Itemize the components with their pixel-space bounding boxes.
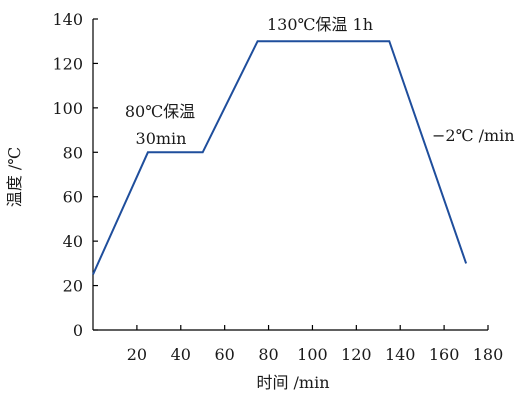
temperature-series-line (92, 40, 468, 275)
x-tick-label: 100 (297, 345, 328, 364)
series-group (92, 40, 468, 275)
x-tick-label: 180 (473, 345, 504, 364)
annotation-hold-130: 130℃保温 1h (267, 15, 373, 34)
annotation-hold-80-duration: 30min (136, 129, 187, 148)
y-tick-label: 80 (63, 143, 83, 162)
x-tick-label: 40 (171, 345, 191, 364)
y-tick-label: 0 (73, 321, 83, 340)
x-axis-title: 时间 /min (256, 373, 329, 392)
y-tick-label: 140 (52, 10, 83, 29)
x-tick-label: 160 (429, 345, 460, 364)
y-tick-label: 20 (63, 277, 83, 296)
tick-group: 0 20 40 60 80 100 120 140 20 40 60 80 100 120 140 160 18… (52, 10, 503, 364)
y-tick-label: 100 (52, 99, 83, 118)
annotation-hold-80: 80℃保温 (125, 102, 195, 121)
x-tick-label: 60 (214, 345, 234, 364)
y-tick-label: 60 (63, 188, 83, 207)
axes (92, 19, 488, 331)
y-tick-label: 40 (63, 232, 83, 251)
x-tick-label: 20 (127, 345, 147, 364)
annotation-cooling-rate: −2℃ /min (432, 126, 515, 145)
y-tick-label: 120 (52, 54, 83, 73)
x-tick-label: 140 (385, 345, 416, 364)
x-tick-label: 120 (341, 345, 372, 364)
x-tick-label: 80 (258, 345, 278, 364)
y-axis-title: 温度 /℃ (5, 147, 24, 207)
